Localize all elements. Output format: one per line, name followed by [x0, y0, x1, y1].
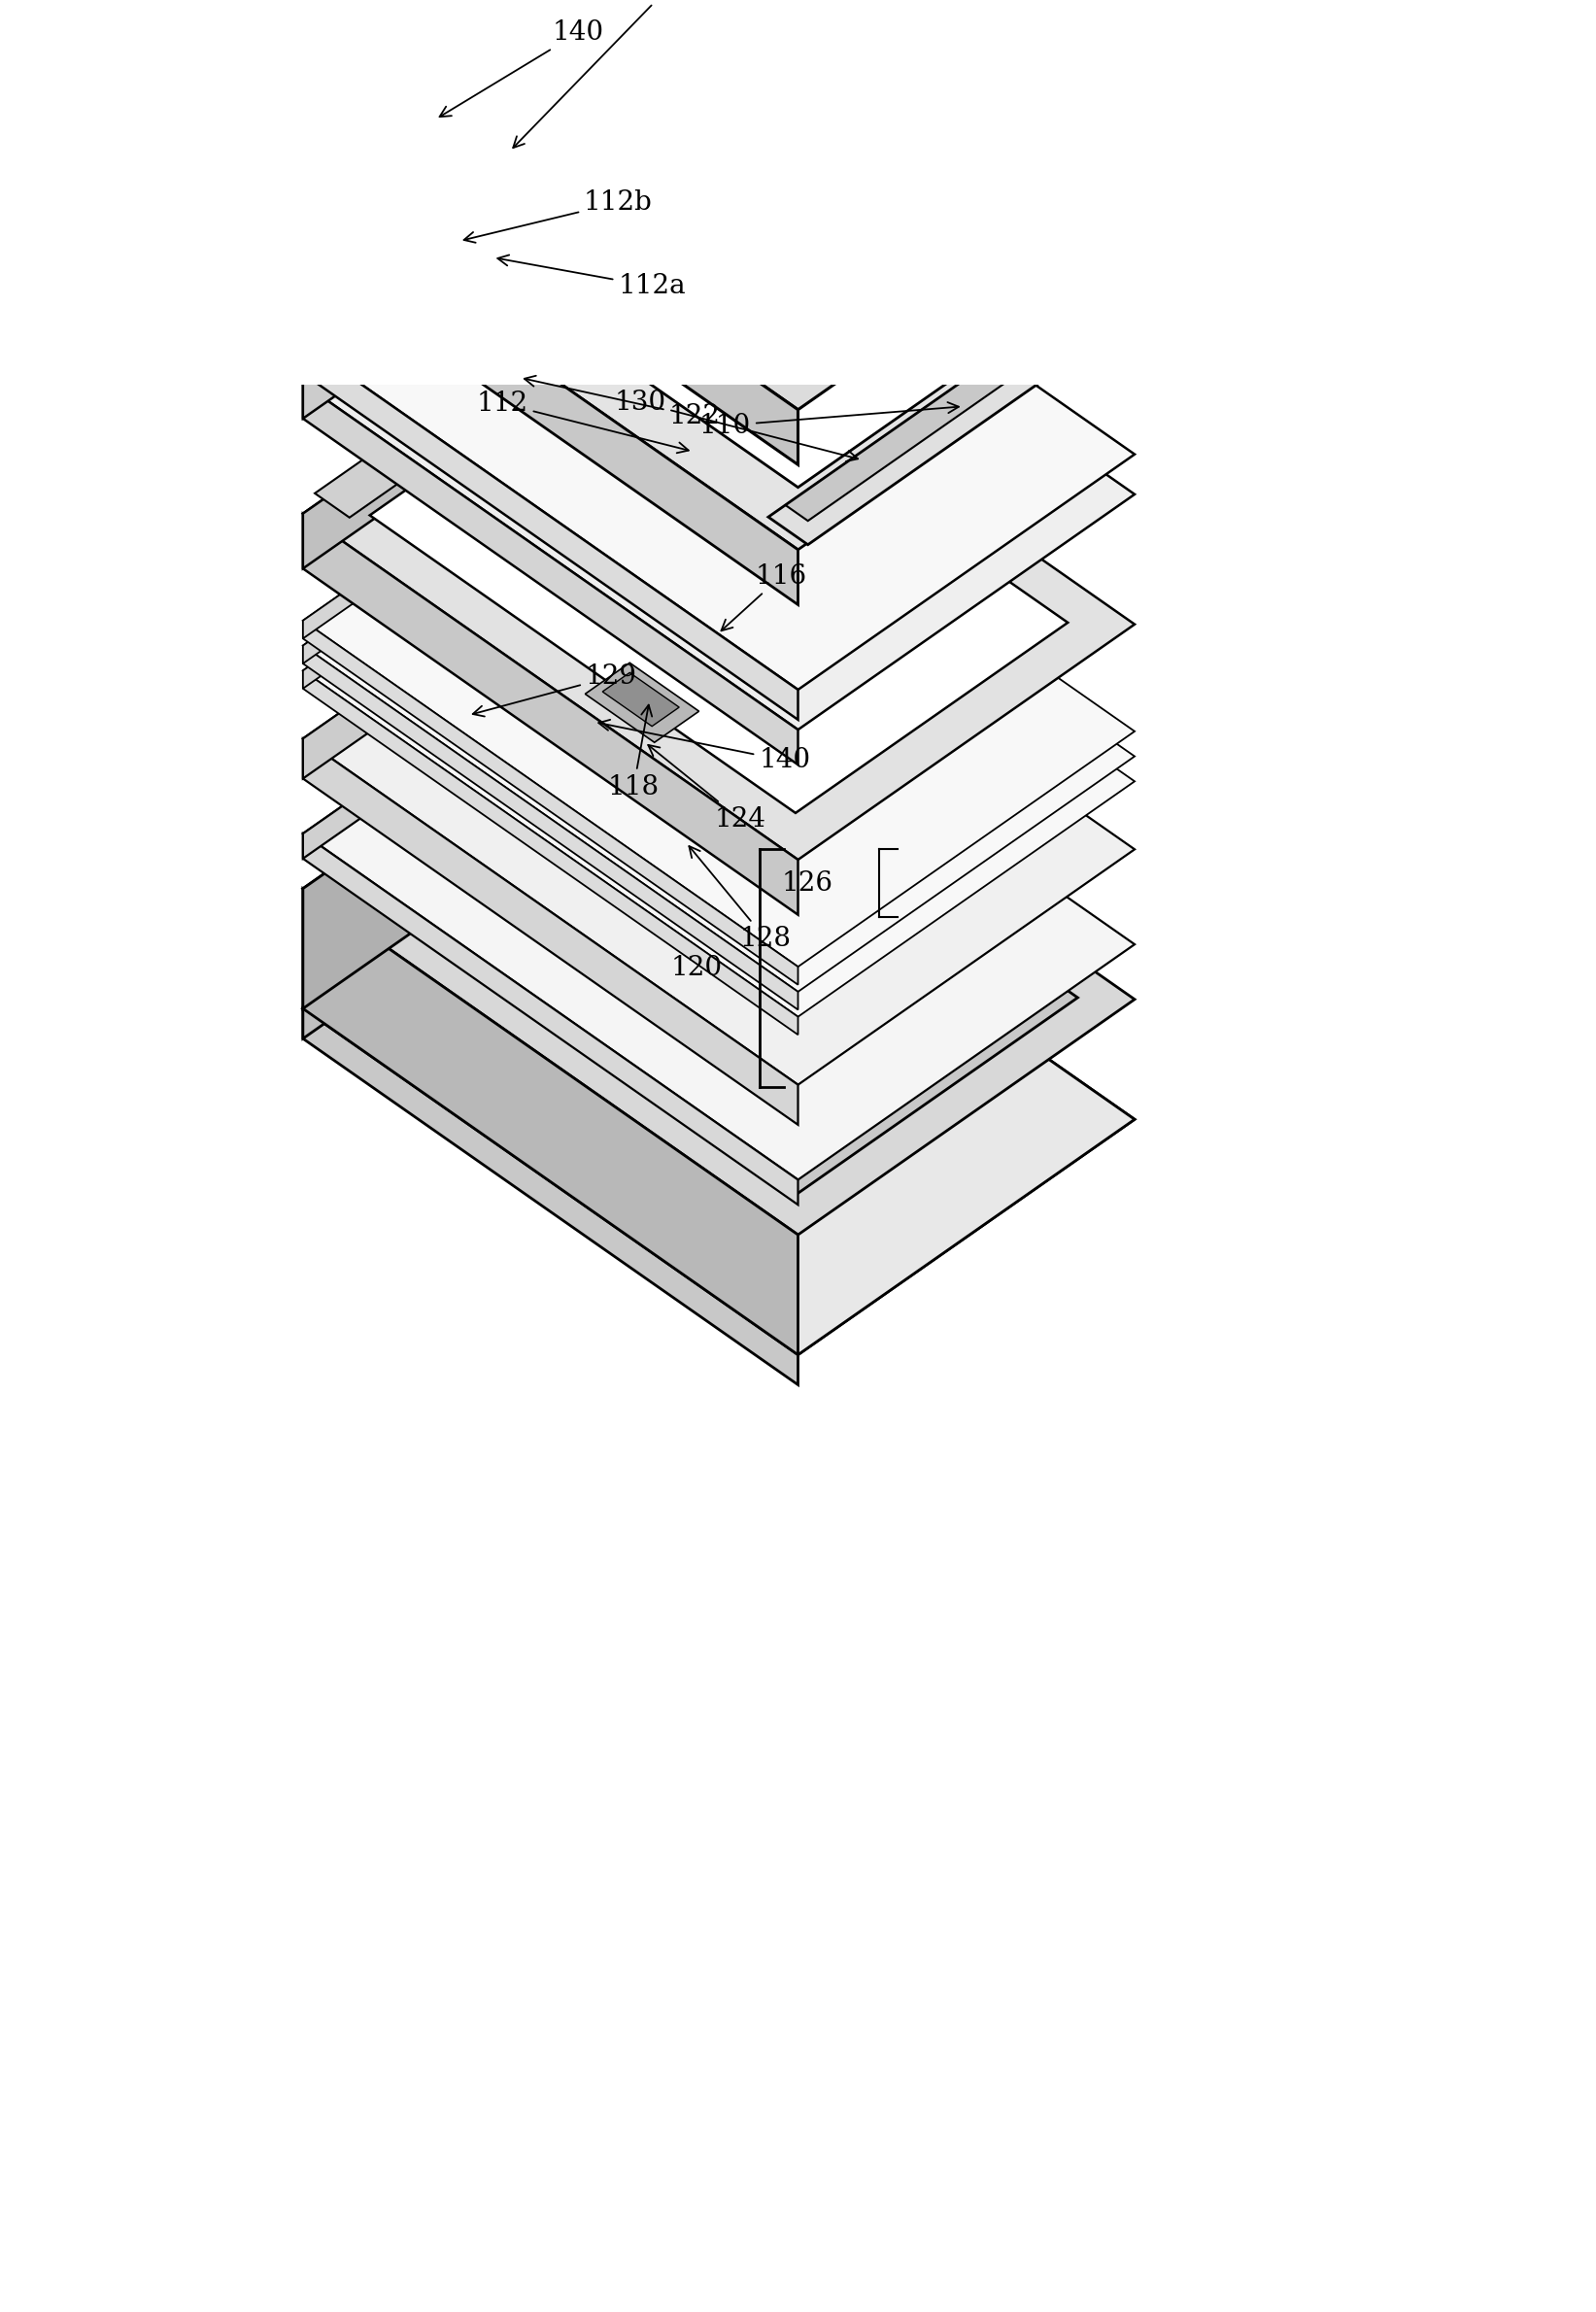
Polygon shape	[303, 772, 640, 1038]
Text: 112: 112	[477, 391, 688, 453]
Polygon shape	[303, 1008, 798, 1385]
Polygon shape	[437, 721, 1001, 1117]
Polygon shape	[303, 62, 798, 465]
Polygon shape	[659, 872, 982, 1098]
Polygon shape	[314, 282, 653, 518]
Polygon shape	[303, 344, 798, 719]
Text: 140: 140	[598, 719, 811, 775]
Polygon shape	[303, 277, 640, 569]
Text: 126: 126	[782, 869, 833, 897]
Text: 116: 116	[721, 564, 808, 631]
Polygon shape	[394, 777, 436, 807]
Polygon shape	[303, 435, 640, 689]
Polygon shape	[461, 731, 503, 761]
Polygon shape	[303, 0, 640, 118]
Polygon shape	[303, 888, 798, 1355]
Polygon shape	[421, 758, 463, 788]
Polygon shape	[335, 645, 578, 814]
Polygon shape	[434, 749, 476, 779]
Polygon shape	[785, 291, 1116, 520]
Text: 128: 128	[689, 846, 792, 953]
Polygon shape	[488, 712, 530, 740]
Polygon shape	[303, 513, 798, 916]
Polygon shape	[303, 738, 798, 1124]
Text: 120: 120	[670, 955, 721, 980]
Polygon shape	[303, 384, 798, 765]
Text: 112a: 112a	[498, 254, 686, 301]
Polygon shape	[303, 599, 640, 858]
Polygon shape	[303, 772, 1135, 1355]
Polygon shape	[560, 895, 654, 962]
Polygon shape	[393, 0, 1045, 347]
Polygon shape	[303, 435, 1135, 1017]
Polygon shape	[303, 645, 798, 1010]
Polygon shape	[520, 775, 828, 990]
Polygon shape	[501, 703, 544, 731]
Polygon shape	[303, 409, 1135, 992]
Polygon shape	[303, 620, 798, 985]
Polygon shape	[586, 664, 699, 742]
Polygon shape	[303, 277, 1135, 860]
Polygon shape	[303, 0, 1135, 550]
Polygon shape	[303, 386, 640, 638]
Polygon shape	[303, 0, 640, 259]
Polygon shape	[303, 772, 1135, 1355]
Text: 129: 129	[472, 664, 637, 717]
Polygon shape	[370, 326, 1068, 814]
Polygon shape	[362, 661, 551, 793]
Polygon shape	[421, 0, 1015, 319]
Polygon shape	[303, 109, 640, 375]
Polygon shape	[303, 203, 798, 606]
Text: 112b: 112b	[464, 190, 653, 243]
Polygon shape	[303, 654, 1135, 1235]
Polygon shape	[303, 670, 798, 1036]
Polygon shape	[476, 749, 961, 1089]
Polygon shape	[476, 721, 517, 751]
Polygon shape	[303, 0, 1135, 409]
Polygon shape	[407, 768, 450, 798]
Polygon shape	[402, 0, 1036, 335]
Polygon shape	[768, 289, 1135, 546]
Polygon shape	[303, 599, 1135, 1179]
Polygon shape	[303, 835, 798, 1205]
Polygon shape	[303, 386, 1135, 966]
Polygon shape	[359, 694, 1077, 1195]
Polygon shape	[516, 694, 557, 721]
Text: 124: 124	[648, 744, 766, 832]
Text: 122: 122	[525, 377, 720, 430]
Polygon shape	[303, 504, 640, 779]
Text: 110: 110	[699, 402, 959, 439]
Polygon shape	[303, 148, 640, 418]
Polygon shape	[303, 109, 1135, 689]
Polygon shape	[303, 148, 1135, 731]
Polygon shape	[448, 740, 490, 770]
Polygon shape	[303, 504, 1135, 1084]
Text: 140: 140	[439, 18, 605, 118]
Polygon shape	[303, 409, 640, 664]
Text: 118: 118	[608, 705, 659, 800]
Polygon shape	[393, 30, 1045, 488]
Polygon shape	[303, 654, 640, 1008]
Text: 130: 130	[614, 388, 857, 462]
Text: 100: 100	[514, 0, 694, 148]
Polygon shape	[602, 673, 680, 726]
